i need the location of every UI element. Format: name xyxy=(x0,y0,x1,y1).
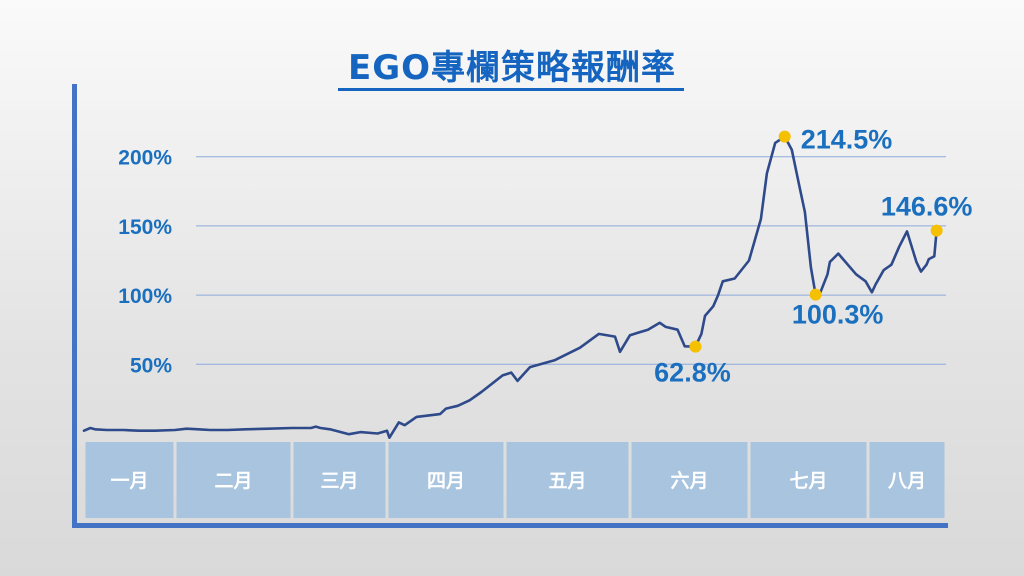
annotation-marker xyxy=(930,224,943,237)
month-label: 二月 xyxy=(214,470,252,492)
title-underline xyxy=(338,88,684,91)
month-label: 三月 xyxy=(320,470,358,492)
annotation-label: 100.3% xyxy=(792,300,884,330)
x-axis xyxy=(72,523,948,528)
month-band xyxy=(869,442,945,518)
y-axis xyxy=(72,84,77,528)
month-band xyxy=(388,442,504,518)
month-band xyxy=(631,442,748,518)
y-tick-label: 100% xyxy=(118,285,172,308)
annotation-marker xyxy=(809,288,822,301)
annotation-label: 214.5% xyxy=(801,125,893,155)
month-band xyxy=(293,442,386,518)
month-label: 一月 xyxy=(110,470,148,492)
series-line xyxy=(82,135,938,439)
annotation-label: 62.8% xyxy=(654,358,731,388)
annotation-marker xyxy=(778,130,791,143)
month-label: 五月 xyxy=(548,470,586,492)
y-tick-label: 200% xyxy=(118,147,172,170)
month-label: 六月 xyxy=(670,469,708,492)
chart-title: EGO專欄策略報酬率 xyxy=(347,48,677,88)
month-band xyxy=(176,442,291,518)
month-label: 四月 xyxy=(427,470,465,492)
month-band xyxy=(750,442,867,518)
y-tick-label: 50% xyxy=(130,354,172,377)
annotation-label: 146.6% xyxy=(881,192,973,222)
month-band xyxy=(506,442,629,518)
annotation-marker xyxy=(689,340,702,353)
y-tick-label: 150% xyxy=(118,216,172,239)
month-band xyxy=(85,442,174,518)
month-label: 八月 xyxy=(888,470,926,492)
month-label: 七月 xyxy=(789,470,827,492)
